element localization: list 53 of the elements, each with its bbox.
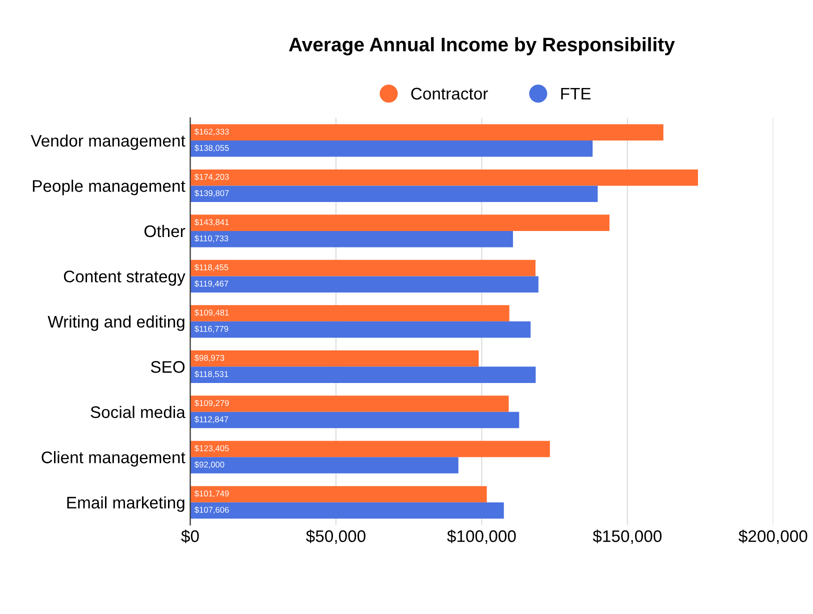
data-label: $109,481 <box>194 309 229 317</box>
data-label: $162,333 <box>194 128 229 136</box>
data-label: $98,973 <box>194 354 224 362</box>
bar <box>190 214 610 231</box>
x-tick-label: $150,000 <box>592 530 662 544</box>
bar <box>190 305 510 322</box>
data-label: $123,405 <box>194 444 229 452</box>
bar <box>190 260 536 276</box>
x-tick-label: $0 <box>181 530 199 544</box>
y-tick-label: People management <box>32 180 186 196</box>
bar <box>190 457 458 474</box>
data-label: $118,531 <box>194 370 228 378</box>
y-tick-label: Vendor management <box>30 134 186 150</box>
y-tick-label: Client management <box>42 451 186 467</box>
y-tick-label: Content strategy <box>64 270 186 286</box>
bar <box>190 140 593 157</box>
data-label: $143,841 <box>194 218 229 226</box>
bar <box>190 486 487 502</box>
data-label: $92,000 <box>194 461 224 468</box>
bar <box>190 169 698 186</box>
data-label: $101,749 <box>194 490 229 498</box>
x-tick-label: $200,000 <box>738 530 808 544</box>
y-tick-label: Social media <box>90 406 186 418</box>
y-tick-label: Writing and editing <box>48 315 184 331</box>
data-label: $119,467 <box>194 280 228 288</box>
bar <box>190 396 509 412</box>
y-tick-label: SEO <box>150 361 185 373</box>
data-label: $110,733 <box>194 235 228 242</box>
x-tick-label: $50,000 <box>306 530 366 544</box>
data-label: $138,055 <box>194 144 229 152</box>
data-label: $116,779 <box>194 326 228 333</box>
bar <box>190 440 550 458</box>
data-label: $107,606 <box>194 506 229 514</box>
legend-label: FTE <box>561 88 591 100</box>
y-tick-label: Email marketing <box>67 496 184 512</box>
chart-title: Average Annual Income by Responsibility <box>288 37 675 56</box>
bar <box>190 230 513 248</box>
bar <box>190 321 531 338</box>
bar <box>190 124 664 141</box>
y-tick-label: Other <box>144 224 186 238</box>
bar <box>190 502 504 519</box>
bar <box>190 366 536 383</box>
data-label: $139,807 <box>194 190 229 198</box>
bar <box>190 412 520 428</box>
data-label: $112,847 <box>194 416 228 424</box>
bar <box>190 186 598 202</box>
data-label: $174,203 <box>194 174 229 181</box>
data-label: $118,455 <box>194 264 228 272</box>
bar <box>190 350 479 367</box>
x-tick-label: $100,000 <box>447 530 516 544</box>
data-label: $109,279 <box>194 400 229 407</box>
bar <box>190 276 538 292</box>
legend-label: Contractor <box>411 88 488 100</box>
